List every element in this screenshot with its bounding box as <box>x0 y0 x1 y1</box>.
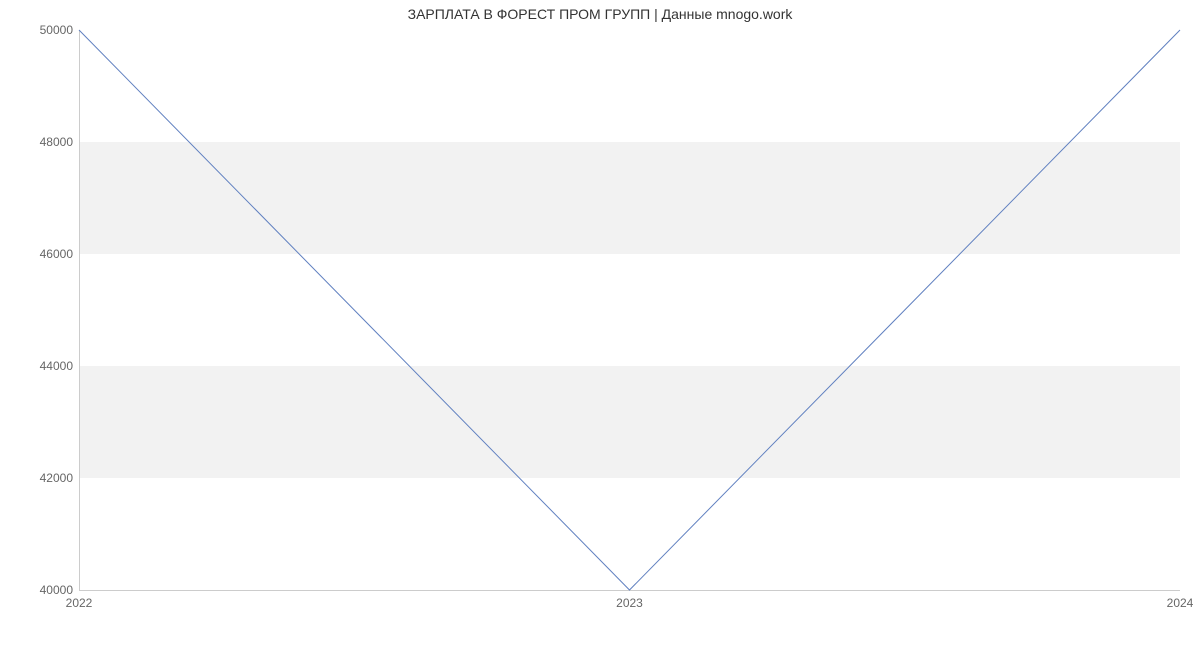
chart-container: ЗАРПЛАТА В ФОРЕСТ ПРОМ ГРУПП | Данные mn… <box>0 0 1200 650</box>
y-tick-label: 42000 <box>40 471 73 485</box>
x-tick-label: 2024 <box>1167 596 1194 610</box>
y-tick-label: 50000 <box>40 23 73 37</box>
plot-area: 4000042000440004600048000500002022202320… <box>79 30 1180 590</box>
x-tick-label: 2023 <box>616 596 643 610</box>
y-tick-label: 48000 <box>40 135 73 149</box>
line-layer <box>79 30 1180 590</box>
x-tick-label: 2022 <box>66 596 93 610</box>
y-tick-label: 46000 <box>40 247 73 261</box>
chart-title: ЗАРПЛАТА В ФОРЕСТ ПРОМ ГРУПП | Данные mn… <box>0 6 1200 22</box>
y-tick-label: 44000 <box>40 359 73 373</box>
y-tick-label: 40000 <box>40 583 73 597</box>
series-line-salary <box>79 30 1180 590</box>
